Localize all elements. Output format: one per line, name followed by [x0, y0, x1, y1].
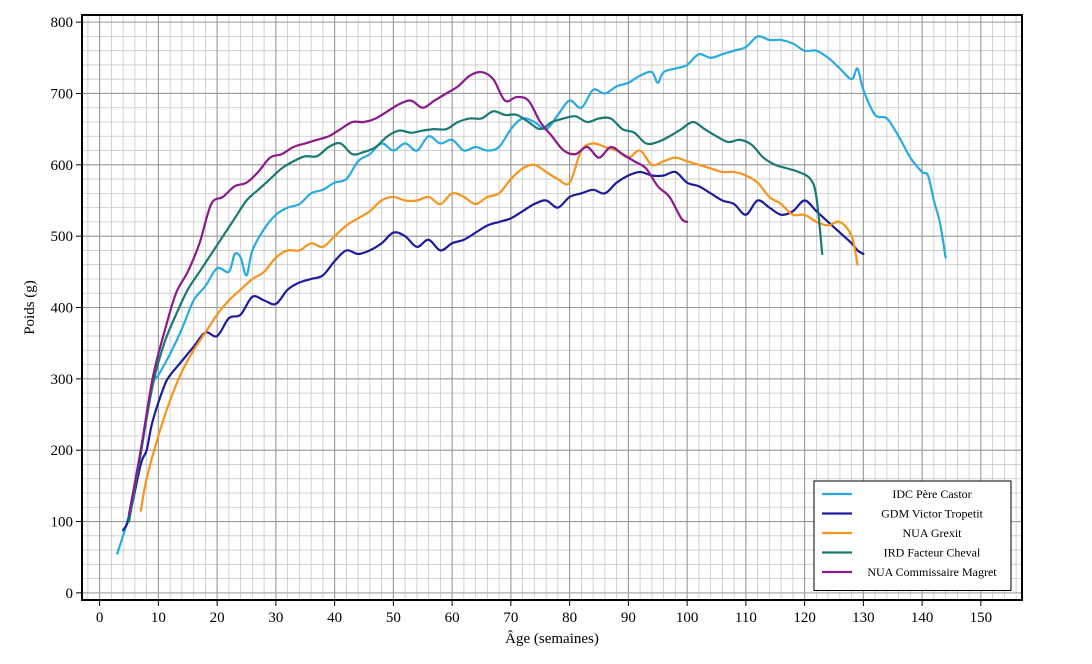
y-tick-label: 500 [51, 229, 74, 245]
series-line-3 [139, 142, 859, 512]
x-tick-label: 140 [911, 610, 934, 626]
x-tick-label: 50 [386, 610, 401, 626]
x-tick-label: 60 [445, 610, 460, 626]
x-tick-label: 80 [562, 610, 577, 626]
legend: IDC Père Castor GDM Victor Tropetit NUA Gr… [813, 480, 1012, 591]
x-tick-label: 110 [735, 610, 757, 626]
legend-label: NUA Commissaire Magret [867, 565, 997, 579]
y-tick-label: 400 [51, 301, 74, 317]
x-tick-label: 70 [503, 610, 518, 626]
x-tick-label: 90 [621, 610, 636, 626]
y-tick-label: 300 [51, 372, 74, 388]
legend-label: IDC Père Castor [892, 487, 971, 501]
legend-label: GDM Victor Tropetit [881, 507, 983, 521]
series-line-5 [127, 70, 689, 516]
x-tick-label: 30 [268, 610, 283, 626]
y-tick-label: 800 [51, 15, 74, 31]
x-axis-title: Âge (semaines) [505, 630, 599, 647]
x-tick-label: 150 [970, 610, 993, 626]
y-tick-label: 0 [66, 586, 74, 602]
series-layer [116, 35, 947, 555]
legend-label: IRD Facteur Cheval [884, 546, 981, 560]
x-tick-label: 10 [151, 610, 166, 626]
y-tick-label: 100 [51, 515, 74, 531]
x-tick-label: 40 [327, 610, 342, 626]
x-tick-label: 130 [852, 610, 875, 626]
legend-label: NUA Grexit [903, 526, 963, 540]
x-tick-label: 120 [793, 610, 816, 626]
x-tick-label: 100 [676, 610, 699, 626]
y-tick-label: 200 [51, 443, 74, 459]
y-tick-label: 600 [51, 158, 74, 174]
y-tick-label: 700 [51, 86, 74, 102]
series-line-2 [122, 170, 865, 532]
y-axis-title: Poids (g) [22, 280, 38, 335]
series-line-1 [116, 35, 947, 555]
x-tick-label: 0 [96, 610, 104, 626]
ticks-layer: 0 10 20 30 40 50 60 70 80 90 100 110 120 130 140 150 0 10… [51, 15, 993, 626]
x-tick-label: 20 [210, 610, 225, 626]
series-line-4 [127, 110, 824, 523]
